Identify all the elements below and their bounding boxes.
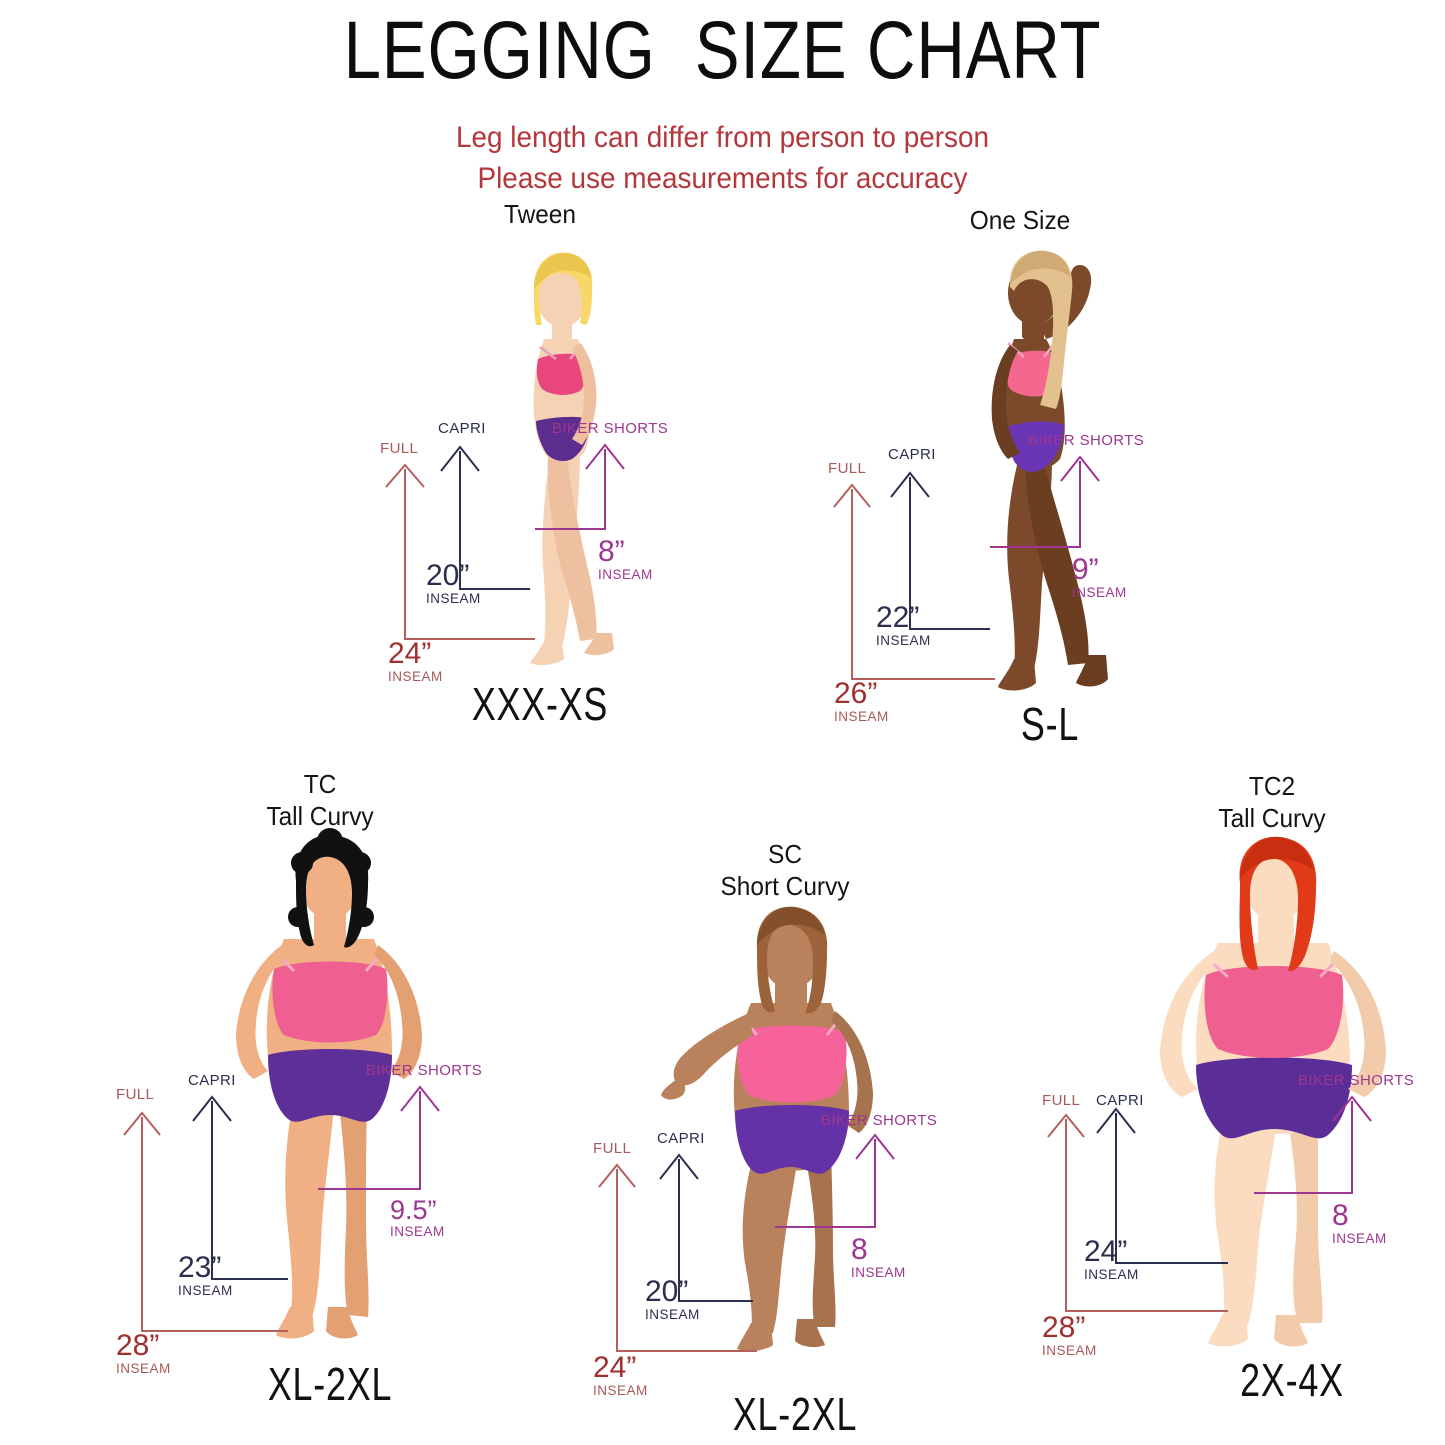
- annotation-full-tween: FULL: [380, 441, 418, 456]
- full-value: 24”: [593, 1351, 637, 1384]
- panel-heading-short-curvy: SC Short Curvy: [720, 839, 850, 901]
- panel-heading-tween: Tween: [503, 199, 576, 229]
- panel-heading-one-size: One Size: [969, 205, 1071, 235]
- full-label: FULL: [116, 1086, 155, 1103]
- figure-illustration-short-curvy: [661, 906, 873, 1352]
- figure-illustration-tall-curvy: [236, 828, 422, 1339]
- annotation-full-value-tall-curvy: 28” INSEAM: [116, 1331, 171, 1376]
- subtitle-line-2: Please use measurements for accuracy: [477, 161, 968, 195]
- full-unit: INSEAM: [1042, 1343, 1097, 1358]
- figure-illustration-tall-curvy-2: [1160, 836, 1386, 1347]
- full-value: 28”: [1042, 1311, 1086, 1344]
- subtitle-line-1: Leg length can differ from person to per…: [455, 121, 990, 154]
- panel-heading-tall-curvy: TC Tall Curvy: [266, 769, 374, 831]
- panel-heading-tall-curvy-2: TC2 Tall Curvy: [1218, 771, 1326, 833]
- panel-tall-curvy: TC Tall Curvy: [60, 769, 520, 1410]
- full-unit: INSEAM: [116, 1361, 171, 1376]
- full-value: 26”: [834, 677, 878, 710]
- size-label-short-curvy: XL-2XL: [732, 1388, 858, 1440]
- figure-illustration-tween: [530, 252, 614, 666]
- size-label-tween: XXX-XS: [471, 678, 609, 730]
- annotation-full-value-short-curvy: 24” INSEAM: [593, 1353, 648, 1398]
- annotation-full-tall-curvy-2: FULL: [1042, 1093, 1080, 1108]
- panel-short-curvy: SC Short Curvy: [545, 839, 985, 1440]
- figure-panels: Tween: [0, 199, 1445, 1440]
- annotation-full-value-one-size: 26” INSEAM: [834, 679, 889, 724]
- full-label: FULL: [1042, 1092, 1081, 1109]
- annotation-full-tall-curvy: FULL: [116, 1087, 154, 1102]
- full-unit: INSEAM: [834, 709, 889, 724]
- page-title: LEGGING SIZE CHART: [343, 5, 1102, 96]
- panel-tall-curvy-2: TC2 Tall Curvy: [980, 771, 1440, 1411]
- full-value: 24”: [388, 637, 432, 670]
- full-label: FULL: [593, 1140, 632, 1157]
- chart-header: LEGGING SIZE CHART Leg length can differ…: [0, 0, 1445, 199]
- full-label: FULL: [828, 460, 867, 477]
- full-unit: INSEAM: [593, 1383, 648, 1398]
- annotation-full-one-size: FULL: [828, 461, 866, 476]
- size-label-tall-curvy: XL-2XL: [267, 1358, 393, 1410]
- panel-tween: Tween: [330, 199, 750, 759]
- full-value: 28”: [116, 1329, 160, 1362]
- size-label-one-size: S-L: [1020, 698, 1080, 750]
- full-label: FULL: [380, 440, 419, 457]
- annotation-full-value-tall-curvy-2: 28” INSEAM: [1042, 1313, 1097, 1358]
- size-label-tall-curvy-2: 2X-4X: [1240, 1354, 1344, 1406]
- figure-illustration-one-size: [991, 250, 1108, 691]
- annotation-full-short-curvy: FULL: [593, 1141, 631, 1156]
- panel-one-size: One Size: [790, 199, 1230, 769]
- subtitle-block: Leg length can differ from person to per…: [0, 118, 1445, 199]
